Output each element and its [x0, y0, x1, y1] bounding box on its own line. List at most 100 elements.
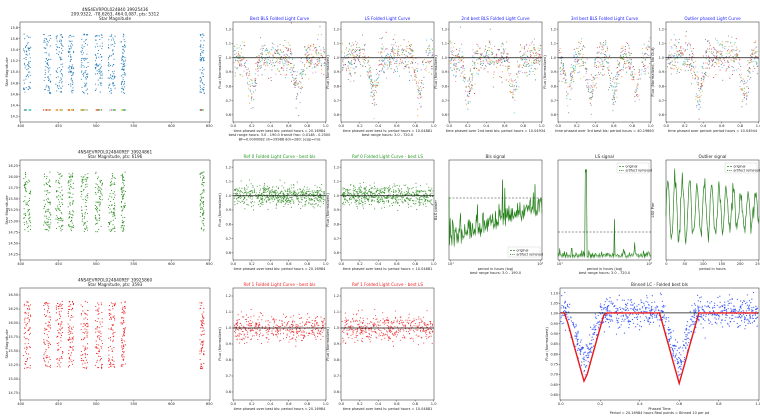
data-point — [24, 51, 26, 53]
data-point — [712, 59, 715, 61]
data-point — [574, 53, 576, 55]
data-point — [86, 88, 89, 90]
data-point — [70, 359, 72, 361]
data-point — [265, 61, 267, 64]
data-point — [47, 336, 50, 338]
data-point — [497, 59, 499, 61]
data-point — [722, 55, 724, 57]
data-point — [624, 46, 627, 48]
data-point — [476, 59, 478, 61]
data-point — [46, 365, 48, 367]
data-point — [87, 176, 89, 178]
data-point — [479, 56, 481, 58]
data-point — [285, 47, 288, 49]
data-point — [353, 50, 355, 52]
data-point — [58, 187, 60, 189]
data-point — [110, 35, 113, 37]
data-point — [80, 314, 82, 316]
data-point — [101, 55, 103, 57]
data-point — [99, 91, 101, 93]
data-point — [463, 57, 465, 60]
data-point — [614, 101, 616, 103]
data-point — [122, 308, 124, 310]
data-point — [668, 58, 670, 60]
data-point — [314, 67, 316, 69]
data-point — [385, 77, 388, 79]
data-point — [295, 82, 297, 84]
data-point — [27, 47, 30, 49]
chart-title: Ref 0 Folded Light Curve - best bls — [243, 154, 315, 159]
data-point — [124, 60, 126, 62]
data-point — [250, 107, 252, 110]
data-point — [572, 66, 574, 68]
data-point — [356, 46, 358, 49]
data-point — [416, 68, 418, 70]
data-point — [589, 98, 591, 100]
data-point — [525, 58, 527, 60]
data-point — [288, 55, 290, 57]
data-point — [731, 50, 733, 52]
x-tick-label: 650 — [206, 402, 214, 406]
data-point — [709, 60, 711, 62]
data-point — [109, 304, 111, 306]
data-point — [572, 76, 574, 78]
data-point — [632, 75, 634, 77]
data-point — [70, 221, 72, 223]
data-point — [47, 341, 49, 343]
x-tick-label: 0.6 — [286, 124, 292, 128]
data-point — [97, 65, 99, 67]
data-point — [202, 183, 204, 185]
data-point — [111, 359, 113, 362]
data-point — [26, 35, 28, 37]
data-point — [111, 173, 113, 175]
data-point — [315, 51, 317, 53]
data-point — [110, 313, 112, 315]
data-point — [47, 201, 49, 203]
data-point — [393, 58, 396, 60]
data-point — [28, 36, 30, 38]
data-point — [638, 99, 640, 101]
data-point — [703, 75, 705, 77]
data-point — [123, 205, 125, 207]
data-point — [277, 57, 279, 59]
data-point — [83, 41, 85, 43]
data-point — [359, 50, 361, 52]
data-point — [718, 58, 720, 60]
data-point — [408, 71, 410, 73]
data-point — [96, 231, 98, 233]
data-point — [299, 80, 301, 83]
data-point — [67, 326, 69, 329]
data-point — [68, 67, 70, 69]
data-point — [629, 54, 631, 57]
data-point — [98, 351, 100, 353]
data-point — [203, 340, 205, 342]
data-point — [525, 54, 527, 56]
data-point — [392, 71, 395, 73]
data-point — [121, 345, 123, 347]
data-point — [67, 340, 69, 342]
data-point — [114, 202, 116, 204]
data-point — [631, 71, 633, 73]
data-point — [350, 67, 352, 69]
data-point — [268, 77, 270, 79]
data-point — [98, 344, 100, 346]
data-point — [526, 63, 528, 66]
data-point — [398, 64, 400, 66]
data-point — [69, 346, 71, 348]
data-point — [683, 65, 685, 67]
data-point — [59, 357, 61, 360]
data-point — [97, 45, 99, 47]
data-point — [628, 65, 630, 67]
data-point — [647, 72, 649, 74]
data-point — [24, 214, 26, 216]
data-point — [420, 95, 422, 97]
data-point — [738, 62, 740, 64]
data-point — [83, 46, 85, 48]
data-point — [45, 348, 47, 351]
data-point — [121, 187, 123, 189]
data-point — [729, 77, 731, 79]
data-point — [619, 55, 621, 57]
data-point — [121, 192, 123, 194]
data-point — [341, 69, 343, 71]
data-point — [684, 61, 686, 63]
